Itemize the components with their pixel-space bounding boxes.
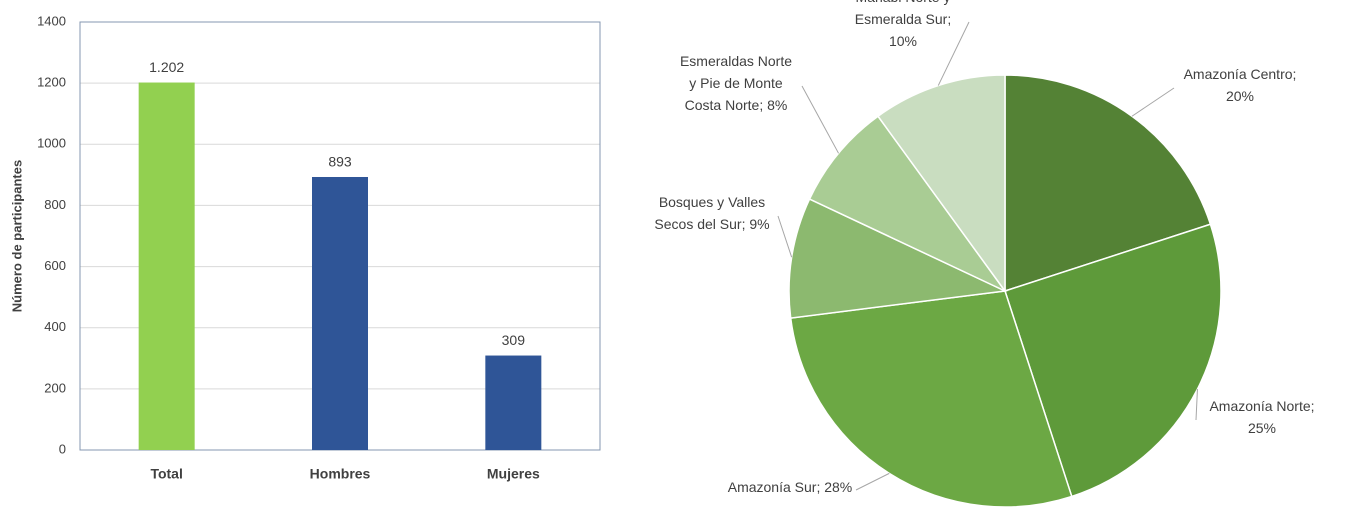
y-tick-label: 1200 xyxy=(37,75,66,90)
y-tick-label: 800 xyxy=(44,197,66,212)
slice-label-part: Manabi Norte y xyxy=(856,0,951,5)
slice-label-part: Amazonía Norte; xyxy=(1209,398,1314,414)
slice-label-part: 9% xyxy=(745,216,769,232)
y-axis-label: Número de participantes xyxy=(9,160,24,312)
value-label: 1.202 xyxy=(149,59,184,75)
y-tick-label: 200 xyxy=(44,380,66,395)
slice-label-part: Esmeraldas Norte xyxy=(680,53,792,69)
bar xyxy=(485,355,542,450)
slice-label-part: Amazonía Centro; xyxy=(1184,66,1297,82)
slice-label: Bosques y Valles Secos del Sur; 9% xyxy=(654,194,769,232)
x-tick-label: Hombres xyxy=(310,466,371,482)
slice-label-part: 10% xyxy=(889,33,917,49)
slice-label: Amazonía Norte; 25% xyxy=(1209,398,1314,436)
slice-label: Amazonía Centro; 20% xyxy=(1184,66,1297,104)
pie-slice xyxy=(789,290,1073,508)
slice-label-part: Bosques y Valles xyxy=(659,194,765,210)
pie-slice xyxy=(808,115,1006,292)
y-tick-label: 0 xyxy=(59,441,66,456)
x-tick-label: Total xyxy=(150,466,182,482)
x-tick-label: Mujeres xyxy=(487,466,540,482)
leader-line xyxy=(801,85,840,154)
leader-line xyxy=(1195,389,1198,421)
y-tick-label: 1400 xyxy=(37,13,66,28)
slice-label-part: y Pie de Monte xyxy=(689,75,783,91)
y-tick-label: 600 xyxy=(44,258,66,273)
slice-label-part: 8% xyxy=(763,97,787,113)
pie-slice xyxy=(788,198,1008,319)
value-label: 309 xyxy=(502,332,526,348)
value-label: 893 xyxy=(328,154,352,170)
slice-label-part: 28% xyxy=(820,479,852,495)
y-tick-label: 400 xyxy=(44,319,66,334)
slice-label: Esmeraldas Norte y Pie de Monte Costa Nort… xyxy=(680,53,792,113)
leader-line xyxy=(777,215,793,258)
pie-slice xyxy=(1004,223,1222,498)
pie-slice xyxy=(1004,74,1212,293)
slice-label-part: Amazonía Sur; xyxy=(728,479,821,495)
slice-label-part: Esmeralda Sur; xyxy=(855,11,951,27)
leader-line xyxy=(855,472,890,491)
bar xyxy=(138,82,195,450)
slice-label: Manabi Norte y Esmeralda Sur; 10% xyxy=(855,0,951,49)
slice-label-part: Secos del Sur; xyxy=(654,216,745,232)
leader-line xyxy=(1131,87,1175,117)
slice-label-part: 25% xyxy=(1248,420,1276,436)
slice-label: Amazonía Sur; 28% xyxy=(728,479,853,495)
bar xyxy=(312,176,368,451)
leader-line xyxy=(937,21,970,86)
y-tick-label: 1000 xyxy=(37,136,66,151)
slice-label-part: 20% xyxy=(1226,88,1254,104)
slice-label-part: Costa Norte; xyxy=(685,97,764,113)
